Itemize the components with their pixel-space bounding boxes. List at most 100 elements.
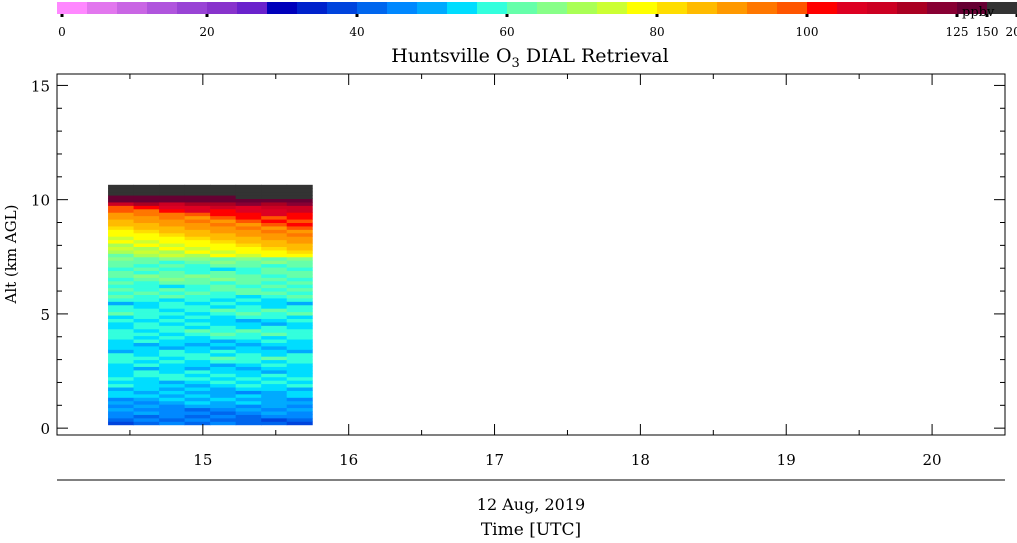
heatmap-cell — [286, 414, 313, 419]
heatmap-cell — [108, 191, 135, 196]
heatmap-cell — [286, 421, 313, 426]
heatmap-cell — [108, 407, 135, 412]
heatmap-cell — [108, 315, 135, 319]
heatmap-cell — [108, 311, 135, 316]
heatmap-cell — [108, 380, 135, 385]
heatmap-cell — [159, 201, 186, 206]
heatmap-cell — [261, 339, 288, 343]
colorbar-segment — [657, 2, 687, 14]
heatmap-cell — [133, 311, 160, 316]
heatmap-cell — [159, 342, 186, 347]
heatmap-cell — [235, 359, 262, 364]
heatmap-cell — [235, 404, 262, 409]
heatmap-cell — [159, 308, 186, 313]
heatmap-cell — [133, 321, 160, 326]
heatmap-cell — [235, 308, 262, 313]
heatmap-cell — [235, 212, 262, 217]
heatmap-cell — [133, 325, 160, 330]
heatmap-cell — [210, 188, 237, 193]
colorbar-segment — [717, 2, 747, 14]
heatmap-cell — [108, 414, 135, 419]
heatmap-cell — [210, 191, 237, 196]
heatmap-cell — [133, 308, 160, 313]
heatmap-cell — [184, 376, 211, 381]
heatmap-cell — [235, 201, 262, 206]
heatmap-cell — [184, 205, 211, 210]
heatmap-cell — [133, 249, 160, 254]
heatmap-cell — [108, 359, 135, 364]
heatmap-cell — [235, 397, 262, 402]
heatmap-cell — [235, 263, 262, 268]
heatmap-cell — [235, 270, 262, 275]
heatmap-cell — [108, 321, 135, 326]
heatmap-cell — [261, 195, 288, 200]
heatmap-cell — [184, 195, 211, 200]
heatmap-cell — [235, 236, 262, 241]
heatmap-cell — [184, 201, 211, 206]
heatmap-cell — [286, 229, 313, 234]
heatmap-cell — [261, 232, 288, 237]
colorbar-segment — [807, 2, 837, 14]
heatmap-cell — [184, 311, 211, 316]
heatmap-cell — [133, 287, 160, 292]
heatmap-cell — [286, 205, 313, 210]
heatmap-cell — [261, 287, 288, 292]
heatmap-cell — [261, 411, 288, 415]
heatmap-cell — [235, 277, 262, 282]
colorbar-segment — [237, 2, 267, 14]
heatmap-cell — [108, 308, 135, 313]
heatmap-cell — [210, 263, 237, 268]
heatmap-cell — [133, 201, 160, 206]
colorbar-segment — [537, 2, 567, 14]
heatmap-cell — [159, 294, 186, 299]
heatmap-cell — [235, 373, 262, 378]
heatmap-cell — [184, 222, 211, 227]
heatmap-cell — [133, 195, 160, 200]
heatmap-cell — [261, 383, 288, 388]
heatmap-cell — [210, 267, 237, 271]
heatmap-cell — [235, 387, 262, 391]
heatmap-cell — [235, 315, 262, 319]
heatmap-cell — [286, 349, 313, 354]
heatmap-cell — [235, 332, 262, 337]
heatmap-cell — [108, 198, 135, 203]
x-tick-label: 17 — [485, 451, 504, 469]
heatmap-cell — [235, 280, 262, 285]
colorbar-segment — [327, 2, 357, 14]
heatmap-cell — [210, 342, 237, 347]
heatmap-cell — [210, 366, 237, 371]
heatmap-cell — [286, 212, 313, 217]
heatmap-cell — [210, 311, 237, 316]
heatmap-cell — [159, 212, 186, 217]
colorbar — [57, 2, 1017, 14]
heatmap-cell — [184, 318, 211, 323]
heatmap-cell — [210, 349, 237, 354]
heatmap-cell — [261, 356, 288, 361]
heatmap-cell — [210, 315, 237, 319]
colorbar-tick-label: 100 — [796, 25, 819, 39]
heatmap-cell — [235, 383, 262, 388]
heatmap-cell — [286, 243, 313, 248]
heatmap-cell — [184, 191, 211, 196]
heatmap-cell — [235, 222, 262, 227]
heatmap-cell — [235, 273, 262, 278]
heatmap-cell — [108, 256, 135, 261]
colorbar-segment — [57, 2, 87, 14]
heatmap-cell — [235, 256, 262, 261]
heatmap-cell — [235, 390, 262, 395]
colorbar-segment — [987, 2, 1017, 14]
heatmap-cell — [184, 212, 211, 217]
heatmap-cell — [210, 243, 237, 248]
heatmap-cell — [210, 277, 237, 282]
heatmap-cell — [286, 315, 313, 319]
heatmap-cell — [133, 376, 160, 381]
heatmap-cell — [108, 249, 135, 254]
heatmap-cell — [159, 304, 186, 309]
heatmap-cell — [159, 232, 186, 237]
heatmap-cell — [184, 304, 211, 309]
heatmap-cell — [210, 195, 237, 200]
heatmap-cell — [235, 195, 262, 200]
heatmap-cell — [261, 318, 288, 323]
heatmap-cell — [261, 328, 288, 333]
heatmap-cell — [108, 215, 135, 220]
